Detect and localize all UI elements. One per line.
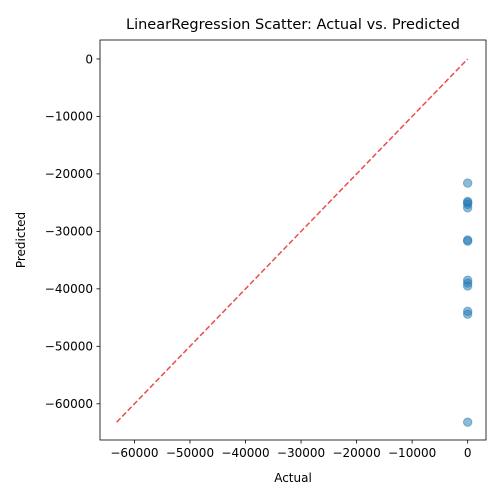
- x-tick-label: −50000: [166, 446, 214, 460]
- plot-frame: [99, 39, 487, 441]
- y-tick-label: −30000: [45, 225, 93, 239]
- plot-content: [116, 58, 473, 427]
- x-tick-label: 0: [464, 446, 472, 460]
- x-tick-label: −10000: [388, 446, 436, 460]
- x-tick-label: −30000: [277, 446, 325, 460]
- reference-line: [116, 58, 469, 423]
- data-point: [462, 417, 473, 427]
- y-tick-label: 0: [85, 52, 93, 66]
- data-point: [462, 178, 473, 188]
- x-tick-label: −60000: [110, 446, 158, 460]
- data-point: [462, 236, 473, 246]
- data-point: [462, 309, 473, 319]
- y-tick-label: −50000: [45, 340, 93, 354]
- y-axis: 0 −10000 −20000 −30000 −40000 −50000 −60000: [45, 52, 100, 411]
- y-tick-label: −20000: [45, 167, 93, 181]
- y-tick-label: −10000: [45, 110, 93, 124]
- chart-title: LinearRegression Scatter: Actual vs. Pre…: [126, 17, 460, 33]
- data-point: [462, 203, 473, 213]
- x-axis-label: Actual: [274, 471, 312, 485]
- x-tick-label: −40000: [221, 446, 269, 460]
- y-axis-label: Predicted: [14, 212, 28, 268]
- x-tick-label: −20000: [332, 446, 380, 460]
- y-tick-label: −60000: [45, 397, 93, 411]
- data-point: [462, 281, 473, 291]
- x-axis: −60000 −50000 −40000 −30000 −20000 −10000 0: [110, 440, 471, 460]
- y-tick-label: −40000: [45, 282, 93, 296]
